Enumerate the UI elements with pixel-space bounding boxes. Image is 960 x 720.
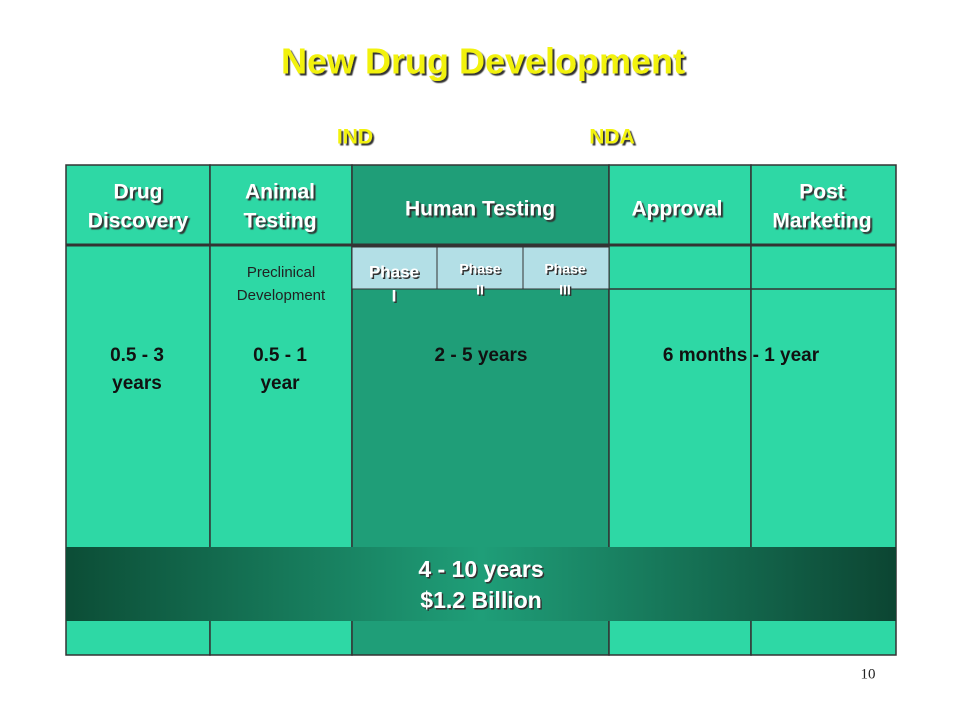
header: Drug	[114, 181, 163, 204]
phase-box	[351, 246, 438, 290]
duration: 6 months - 1 year	[663, 345, 820, 366]
phase-label: I	[392, 286, 397, 305]
phase-box	[436, 246, 524, 290]
header: Post	[799, 181, 845, 204]
header: Testing	[243, 210, 316, 233]
milestone: IND	[337, 126, 373, 149]
milestone: NDA	[589, 126, 635, 149]
grid	[65, 164, 897, 656]
subheader: Preclinical	[247, 264, 315, 281]
header: Animal	[245, 181, 315, 204]
subheader: Development	[237, 287, 326, 304]
duration: years	[112, 373, 162, 394]
header: Approval	[631, 198, 722, 221]
title: New Drug Development	[281, 41, 685, 82]
total: 4 - 10 years	[418, 556, 543, 582]
phase-label: III	[559, 282, 571, 298]
total: $1.2 Billion	[420, 587, 541, 613]
header: Marketing	[772, 210, 871, 233]
phase-box	[522, 246, 610, 290]
duration: year	[260, 373, 300, 394]
phase-label: II	[476, 282, 484, 298]
duration: 2 - 5 years	[435, 345, 528, 366]
header: Human Testing	[405, 198, 555, 221]
header: Discovery	[88, 210, 189, 233]
total-band	[66, 547, 896, 621]
duration: 0.5 - 3	[110, 345, 164, 366]
phase-label: Phase	[544, 261, 585, 277]
page-number: 10	[861, 666, 876, 682]
phase-label: Phase	[369, 262, 419, 281]
duration: 0.5 - 1	[253, 345, 307, 366]
phase-label: Phase	[459, 261, 500, 277]
